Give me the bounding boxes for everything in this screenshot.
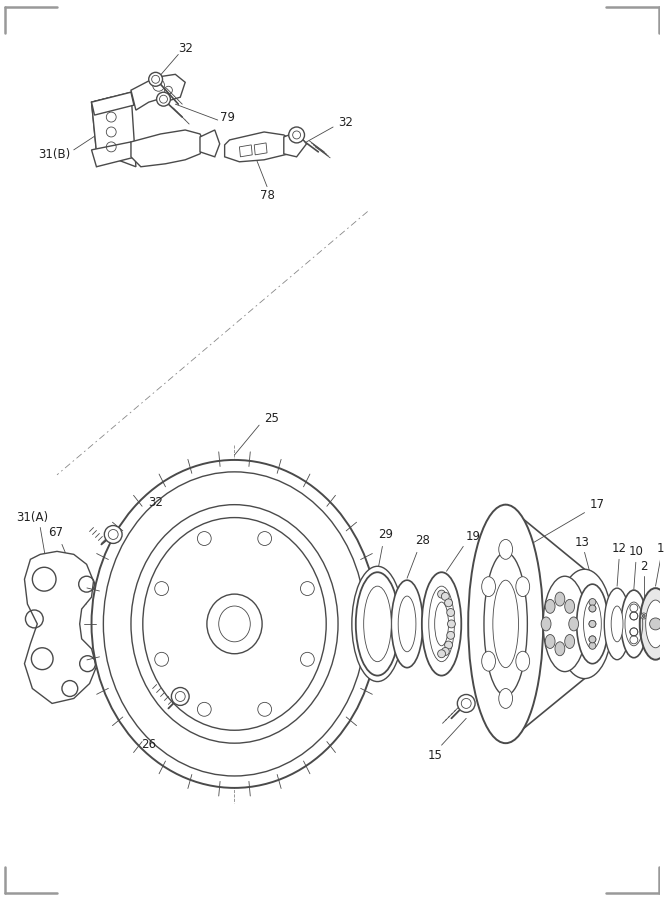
Circle shape [157, 92, 170, 106]
Ellipse shape [640, 588, 667, 660]
Ellipse shape [468, 505, 543, 743]
Text: 17: 17 [590, 499, 605, 511]
Circle shape [589, 620, 596, 627]
Text: 1: 1 [657, 542, 664, 555]
Circle shape [171, 688, 189, 706]
Text: 31(B): 31(B) [38, 148, 70, 161]
Polygon shape [91, 142, 136, 166]
Circle shape [589, 620, 596, 627]
Ellipse shape [352, 566, 403, 681]
Circle shape [589, 636, 596, 643]
Text: 32: 32 [148, 496, 163, 509]
Text: 15: 15 [428, 749, 442, 761]
Text: 10: 10 [628, 544, 643, 558]
Circle shape [289, 127, 305, 143]
Text: 32: 32 [338, 115, 354, 129]
Ellipse shape [516, 577, 530, 597]
Polygon shape [283, 132, 306, 157]
Circle shape [589, 605, 596, 612]
Polygon shape [91, 92, 136, 166]
Polygon shape [225, 132, 293, 162]
Ellipse shape [577, 584, 608, 663]
Ellipse shape [604, 588, 630, 660]
Ellipse shape [565, 599, 574, 613]
Polygon shape [25, 552, 97, 704]
Ellipse shape [364, 586, 392, 662]
Circle shape [442, 647, 450, 655]
Ellipse shape [482, 577, 496, 597]
Ellipse shape [545, 599, 555, 613]
Polygon shape [91, 97, 116, 152]
Text: 28: 28 [416, 534, 430, 547]
Ellipse shape [91, 460, 378, 788]
Ellipse shape [499, 688, 512, 708]
Circle shape [445, 598, 452, 607]
Ellipse shape [543, 576, 586, 671]
Ellipse shape [557, 570, 612, 679]
Circle shape [447, 632, 455, 639]
Text: 67: 67 [49, 526, 63, 539]
Circle shape [589, 605, 596, 612]
Ellipse shape [103, 472, 366, 776]
Ellipse shape [555, 642, 565, 656]
Circle shape [458, 695, 475, 713]
Ellipse shape [545, 634, 555, 648]
Circle shape [589, 643, 596, 649]
Ellipse shape [621, 590, 647, 658]
Ellipse shape [646, 600, 666, 648]
Circle shape [438, 590, 446, 598]
Circle shape [650, 618, 662, 630]
Circle shape [589, 636, 596, 643]
Text: 32: 32 [178, 42, 193, 55]
Text: 13: 13 [575, 536, 590, 549]
Polygon shape [91, 92, 134, 115]
Polygon shape [131, 130, 205, 166]
Text: 25: 25 [265, 411, 279, 425]
Circle shape [447, 608, 455, 617]
Circle shape [448, 620, 456, 628]
Ellipse shape [484, 553, 528, 696]
Ellipse shape [398, 596, 416, 652]
Ellipse shape [569, 617, 579, 631]
Ellipse shape [422, 572, 462, 676]
Circle shape [642, 615, 645, 617]
Ellipse shape [611, 606, 623, 642]
Circle shape [589, 598, 596, 606]
Ellipse shape [499, 539, 512, 559]
Text: 19: 19 [466, 530, 481, 543]
Ellipse shape [207, 594, 262, 653]
Polygon shape [200, 130, 219, 157]
Ellipse shape [482, 652, 496, 671]
Text: 12: 12 [612, 542, 626, 555]
Ellipse shape [219, 606, 250, 642]
Circle shape [641, 613, 647, 619]
Ellipse shape [131, 505, 338, 743]
Text: 29: 29 [378, 528, 393, 541]
Ellipse shape [516, 652, 530, 671]
Circle shape [445, 641, 452, 649]
Circle shape [104, 526, 122, 544]
Circle shape [438, 650, 446, 658]
Polygon shape [131, 75, 185, 110]
Text: 2: 2 [640, 560, 648, 572]
Text: 78: 78 [259, 189, 275, 202]
Circle shape [149, 72, 163, 86]
Text: 31(A): 31(A) [16, 511, 49, 524]
Ellipse shape [565, 634, 574, 648]
Ellipse shape [392, 580, 423, 668]
Circle shape [442, 592, 450, 600]
Polygon shape [239, 145, 252, 157]
Text: 79: 79 [220, 111, 235, 123]
Ellipse shape [555, 592, 565, 606]
Ellipse shape [356, 572, 399, 676]
Ellipse shape [541, 617, 551, 631]
Polygon shape [254, 143, 267, 155]
Text: 26: 26 [141, 738, 156, 751]
